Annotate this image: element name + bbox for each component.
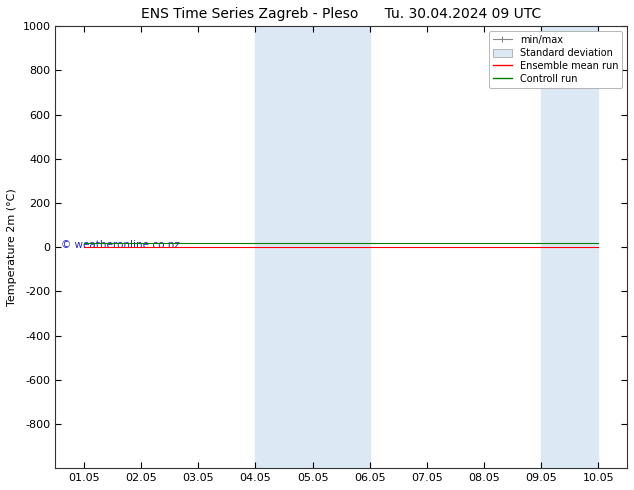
Y-axis label: Temperature 2m (°C): Temperature 2m (°C) — [7, 188, 17, 306]
Title: ENS Time Series Zagreb - Pleso      Tu. 30.04.2024 09 UTC: ENS Time Series Zagreb - Pleso Tu. 30.04… — [141, 7, 541, 21]
Legend: min/max, Standard deviation, Ensemble mean run, Controll run: min/max, Standard deviation, Ensemble me… — [489, 31, 622, 88]
Bar — [256, 26, 370, 468]
Text: © weatheronline.co.nz: © weatheronline.co.nz — [61, 240, 180, 250]
Bar — [541, 26, 598, 468]
